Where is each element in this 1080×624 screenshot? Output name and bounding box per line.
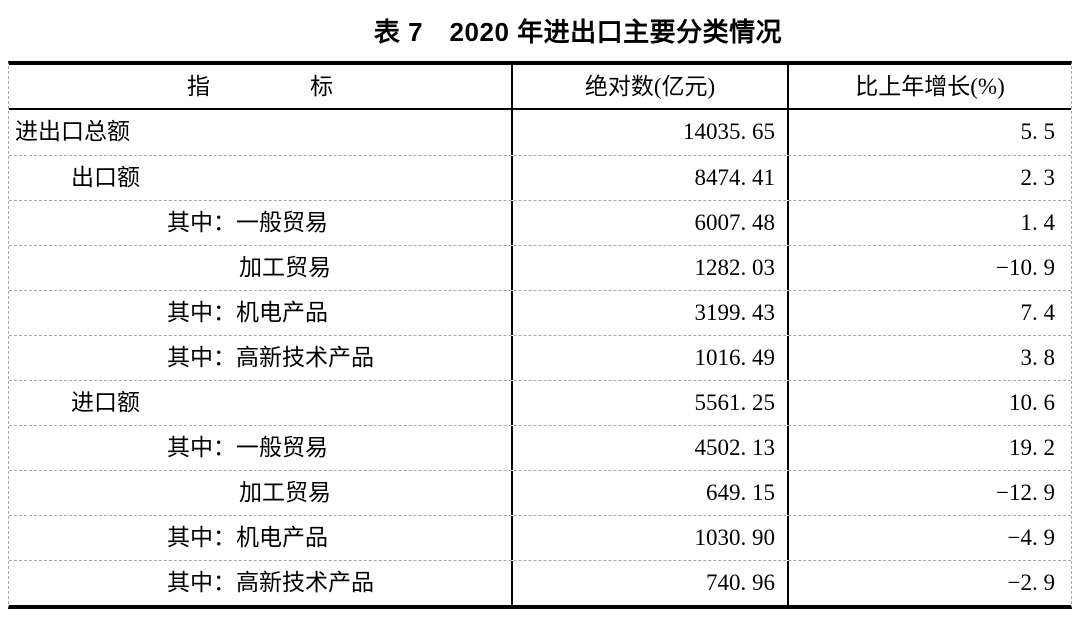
header-growth: 比上年增长(%) — [855, 74, 1005, 99]
growth-value-cell: 2. 3 — [1020, 165, 1056, 190]
indicator-cell: 进口额 — [9, 381, 513, 425]
growth-value-cell: 7. 4 — [1020, 300, 1056, 325]
indicator-cell: 其中：机电产品 — [9, 291, 513, 335]
absolute-value-cell: 5561. 25 — [513, 381, 789, 425]
indicator-cell: 其中：一般贸易 — [9, 426, 513, 470]
growth-value-cell: 19. 2 — [1009, 435, 1055, 460]
absolute-value-cell: 6007. 48 — [513, 201, 789, 245]
indicator-cell: 其中：高新技术产品 — [9, 336, 513, 380]
indicator-cell: 出口额 — [9, 156, 513, 200]
table-row: 其中：一般贸易 6007. 48 1. 4 — [9, 200, 1071, 245]
absolute-value-cell: 3199. 43 — [513, 291, 789, 335]
table-row: 加工贸易 1282. 03 −10. 9 — [9, 245, 1071, 290]
table-header-row: 指标 绝对数(亿元) 比上年增长(%) — [9, 65, 1071, 110]
table-row: 加工贸易 649. 15 −12. 9 — [9, 470, 1071, 515]
growth-value-cell: −4. 9 — [1007, 525, 1055, 550]
absolute-value-cell: 1030. 90 — [513, 516, 789, 560]
indicator-cell: 其中：高新技术产品 — [9, 561, 513, 605]
header-indicator-label: 指标 — [187, 74, 433, 99]
absolute-value-cell: 1016. 49 — [513, 336, 789, 380]
indicator-cell: 加工贸易 — [9, 246, 513, 290]
growth-value-cell: −12. 9 — [996, 480, 1055, 505]
absolute-value-cell: 14035. 65 — [513, 110, 789, 155]
table-row: 其中：机电产品 3199. 43 7. 4 — [9, 290, 1071, 335]
indicator-cell: 进出口总额 — [9, 110, 513, 155]
header-absolute: 绝对数(亿元) — [513, 65, 789, 108]
table-row: 其中：机电产品 1030. 90 −4. 9 — [9, 515, 1071, 560]
table-title: 表 7 2020 年进出口主要分类情况 — [373, 17, 783, 47]
absolute-value-cell: 8474. 41 — [513, 156, 789, 200]
stats-table: 指标 绝对数(亿元) 比上年增长(%) 进出口总额 14035. 65 5. 5… — [8, 61, 1072, 609]
table-row: 其中：高新技术产品 740. 96 −2. 9 — [9, 560, 1071, 605]
growth-value-cell: 5. 5 — [1020, 119, 1056, 144]
indicator-cell: 其中：机电产品 — [9, 516, 513, 560]
growth-value-cell: 1. 4 — [1020, 210, 1056, 235]
growth-value-cell: 3. 8 — [1020, 345, 1056, 370]
table-row: 其中：高新技术产品 1016. 49 3. 8 — [9, 335, 1071, 380]
table-row: 出口额 8474. 41 2. 3 — [9, 155, 1071, 200]
header-indicator: 指标 — [9, 65, 513, 108]
table-row: 其中：一般贸易 4502. 13 19. 2 — [9, 425, 1071, 470]
table-row: 进口额 5561. 25 10. 6 — [9, 380, 1071, 425]
growth-value-cell: −10. 9 — [996, 255, 1055, 280]
indicator-cell: 其中：一般贸易 — [9, 201, 513, 245]
absolute-value-cell: 649. 15 — [513, 471, 789, 515]
absolute-value-cell: 740. 96 — [513, 561, 789, 605]
absolute-value-cell: 1282. 03 — [513, 246, 789, 290]
indicator-cell: 加工贸易 — [9, 471, 513, 515]
growth-value-cell: −2. 9 — [1007, 570, 1055, 595]
growth-value-cell: 10. 6 — [1009, 390, 1055, 415]
table-row: 进出口总额 14035. 65 5. 5 — [9, 110, 1071, 155]
absolute-value-cell: 4502. 13 — [513, 426, 789, 470]
